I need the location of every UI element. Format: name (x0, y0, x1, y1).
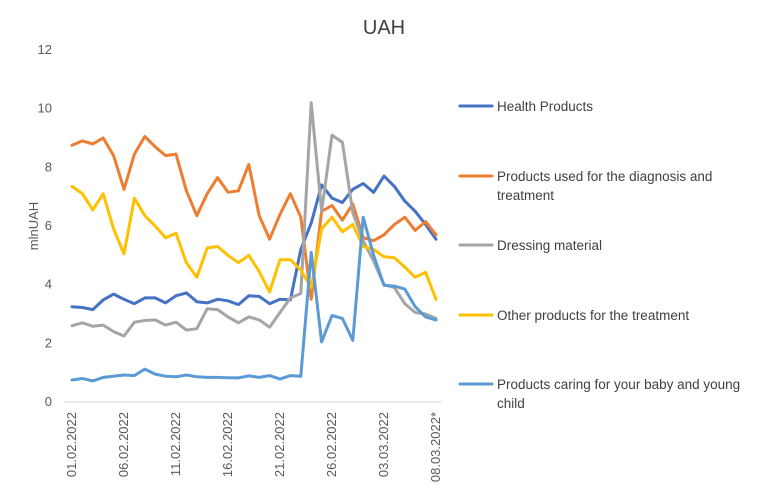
x-tick-label: 01.02.2022 (64, 412, 79, 477)
series-line (70, 174, 438, 312)
y-tick-label: 2 (45, 335, 52, 350)
x-axis-ticks: 01.02.2022 06.02.2022 11.02.2022 16.02.2022… (64, 412, 443, 482)
x-tick-label: 16.02.2022 (220, 412, 235, 477)
x-tick-label: 03.03.2022 (376, 412, 391, 477)
y-tick-label: 10 (38, 101, 52, 116)
x-tick-label: 06.02.2022 (116, 412, 131, 477)
chart-title: UAH (363, 17, 405, 39)
x-tick-label: 21.02.2022 (272, 412, 287, 477)
y-tick-label: 0 (45, 394, 52, 409)
series-line (70, 135, 438, 301)
legend-label: Products caring for your baby and young c… (497, 377, 740, 411)
series-line (70, 184, 438, 301)
legend-label: Other products for the treatment (497, 308, 689, 323)
y-tick-label: 8 (45, 159, 52, 174)
series-line (70, 215, 438, 383)
x-tick-label: 11.02.2022 (168, 412, 183, 476)
x-tick-label: 08.03.2022* (428, 412, 443, 482)
legend-label: Products used for the diagnosis and treat… (497, 169, 712, 203)
series-lines (70, 101, 438, 383)
y-tick-label: 12 (38, 42, 52, 57)
legend: Health Products Products used for the dia… (458, 99, 740, 411)
legend-label: Health Products (497, 99, 593, 114)
legend-label: Dressing material (497, 238, 602, 253)
y-tick-label: 6 (45, 218, 52, 233)
y-tick-label: 4 (45, 277, 52, 292)
series-line (70, 101, 438, 338)
y-axis-ticks: 0 2 4 6 8 10 12 (38, 42, 52, 409)
y-axis-label: mlnUAH (26, 202, 41, 250)
x-tick-label: 26.02.2022 (324, 412, 339, 477)
